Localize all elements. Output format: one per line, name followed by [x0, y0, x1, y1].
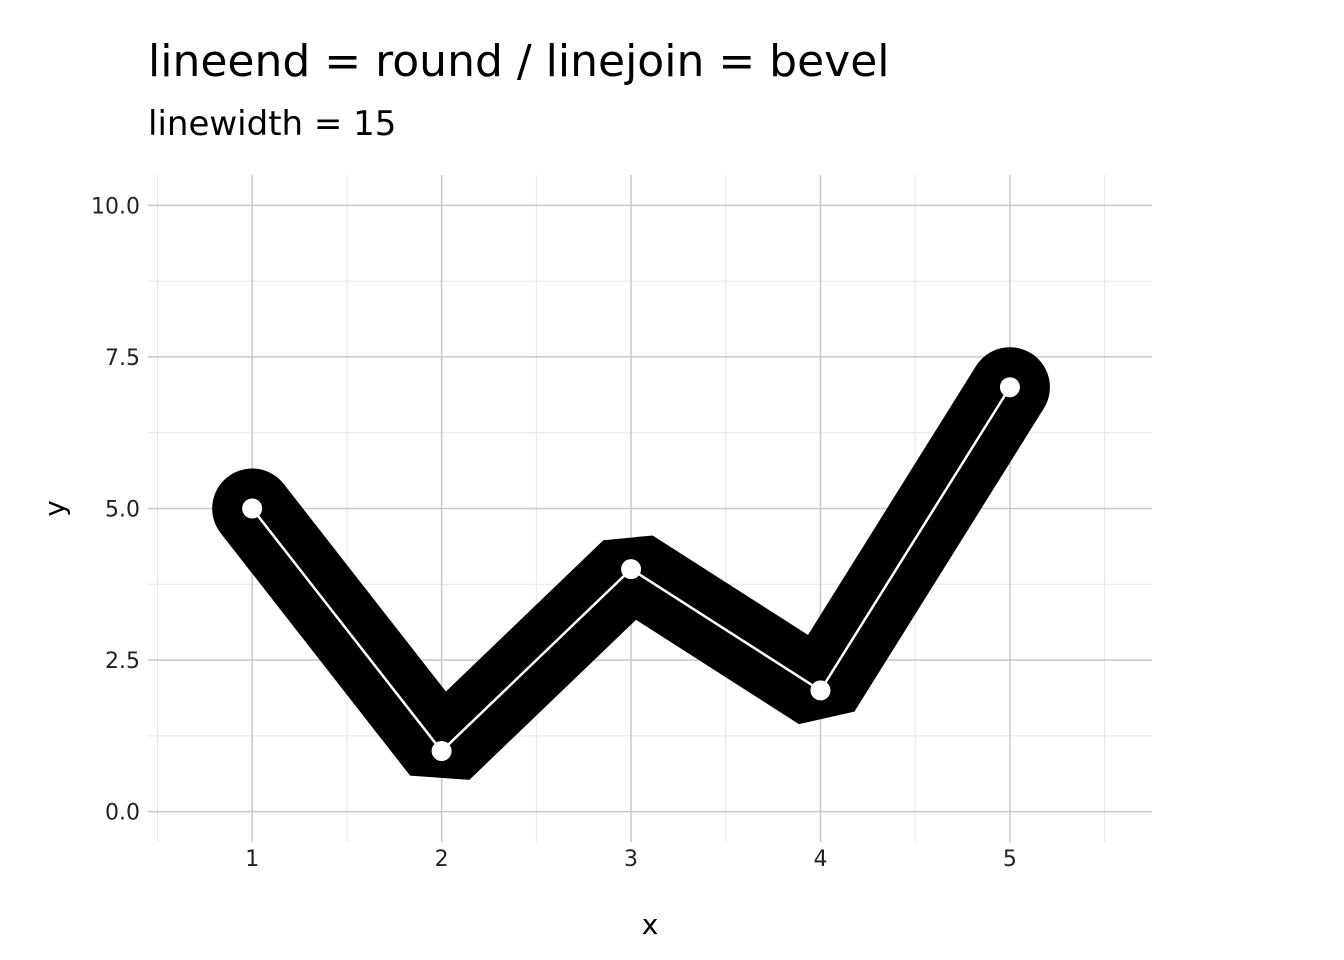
chart-subtitle: linewidth = 15 [148, 104, 397, 144]
x-axis-title: x [642, 908, 659, 941]
y-tick-labels: 0.0 2.5 5.0 7.5 10.0 [91, 194, 140, 825]
x-tick-label: 1 [245, 847, 259, 872]
data-point [621, 559, 642, 580]
x-tick-label: 3 [624, 847, 638, 872]
x-tick-label: 2 [435, 847, 449, 872]
y-tick-label: 10.0 [91, 194, 140, 219]
data-point [999, 377, 1020, 398]
data-point [431, 741, 452, 762]
x-tick-label: 4 [813, 847, 827, 872]
x-tick-labels: 1 2 3 4 5 [245, 847, 1017, 872]
y-tick-label: 0.0 [105, 801, 140, 826]
x-tick-label: 5 [1003, 847, 1017, 872]
chart-title: lineend = round / linejoin = bevel [148, 36, 890, 87]
y-axis-title: y [38, 500, 71, 517]
y-tick-label: 5.0 [105, 498, 140, 523]
y-tick-label: 2.5 [105, 649, 140, 674]
data-point [810, 680, 831, 701]
y-tick-label: 7.5 [105, 346, 140, 371]
series-layer [212, 347, 1050, 780]
data-point [242, 498, 263, 519]
